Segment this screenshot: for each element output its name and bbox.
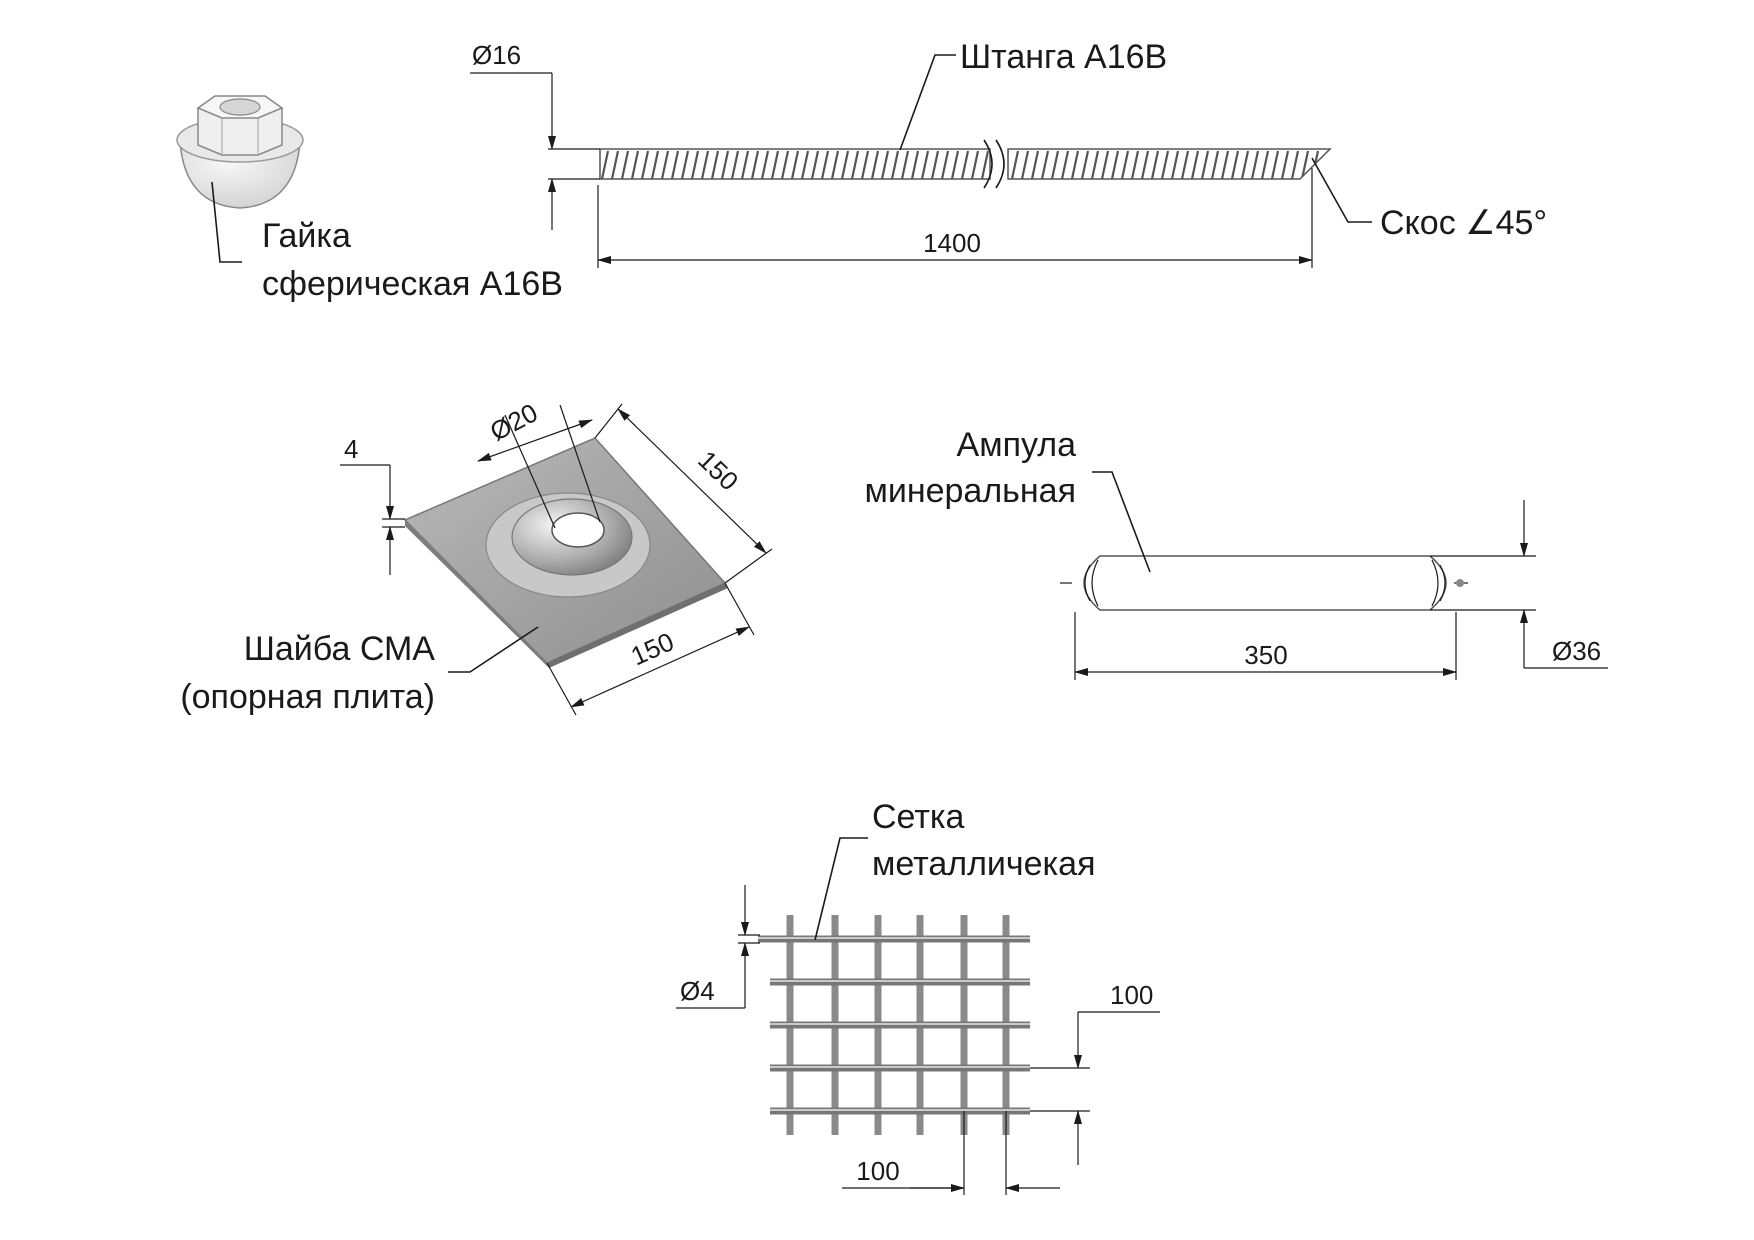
bevel-leader [1311, 157, 1372, 223]
rod-length: 1400 [923, 228, 981, 258]
spherical-nut [176, 95, 304, 209]
nut-leader [211, 181, 242, 263]
washer-plate [403, 437, 728, 668]
washer-label-line2: (опорная плита) [180, 678, 435, 716]
ampoule-label-line1: Ампула [957, 426, 1077, 464]
rod-bevel: Скос ∠45° [1380, 204, 1547, 242]
rod-label: Штанга А16В [960, 38, 1167, 76]
washer-side-b: 150 [626, 626, 678, 671]
mesh-pitch-vertical: 100 [1110, 980, 1153, 1010]
washer-thickness: 4 [344, 434, 358, 464]
washer-leader [448, 626, 539, 673]
ampoule-diameter: Ø36 [1552, 636, 1601, 666]
washer-label-line1: Шайба СМА [244, 630, 436, 668]
nut-label-line1: Гайка [262, 217, 351, 255]
mesh-pitch-horizontal: 100 [856, 1156, 899, 1186]
rod-diameter: Ø16 [472, 40, 521, 70]
mesh-leader [814, 837, 868, 941]
ampoule-leader [1092, 471, 1151, 573]
washer-hole-diameter: Ø20 [485, 397, 542, 447]
mineral-ampoule [1060, 555, 1468, 611]
rod-leader [899, 54, 956, 151]
nut-label-line2: сферическая А16В [262, 265, 563, 303]
metal-mesh [758, 915, 1030, 1135]
ampoule-label-line2: минеральная [864, 472, 1076, 510]
ampoule-length: 350 [1244, 640, 1287, 670]
mesh-label-line2: металличекая [872, 845, 1096, 883]
mesh-label-line1: Сетка [872, 798, 965, 836]
mesh-wire-diameter: Ø4 [680, 976, 715, 1006]
threaded-rod [599, 139, 1332, 189]
